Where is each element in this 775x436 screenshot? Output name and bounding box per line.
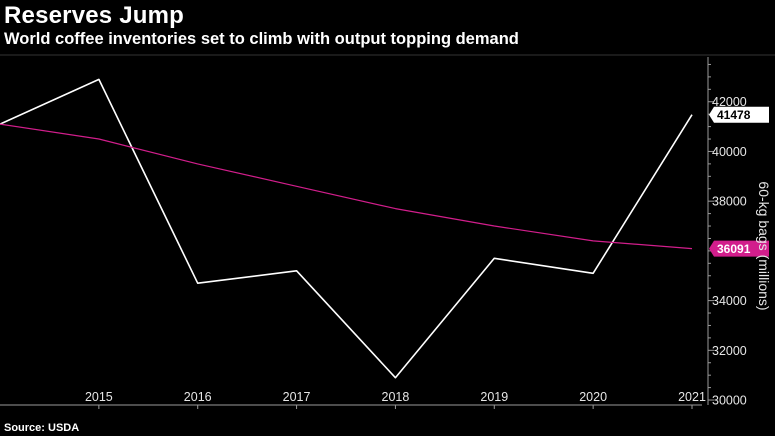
x-tick-label: 2017 [283,390,311,404]
chart-value-badges: 41478 36091 [709,106,769,257]
y-axis-label: 60-kg bags (millions) [756,181,772,310]
y-tick-label: 38000 [712,195,747,209]
x-tick-label: 2015 [85,390,113,404]
y-tick-label: 40000 [712,145,747,159]
chart-title: Reserves Jump [4,2,185,29]
source-note: Source: USDA [4,422,80,434]
y-tick-label: 42000 [712,95,747,109]
chart-axes: 2015 2016 2017 2018 2019 2020 2021 30000 32000 34… [0,54,775,409]
y-tick-label: 34000 [712,294,747,308]
y-tick-label: 32000 [712,344,747,358]
value-badge-0: 41478 [709,106,769,123]
value-badge-bg [709,106,769,123]
value-badge-bg [709,240,769,257]
chart-subtitle: World coffee inventories set to climb wi… [4,30,519,48]
x-tick-label: 2019 [480,390,508,404]
value-badge-1: 36091 [709,240,769,257]
value-badge-label: 36091 [717,242,751,256]
y-tick-label: 30000 [712,394,747,408]
series-line-1 [0,123,693,250]
x-tick-label: 2016 [184,390,212,404]
x-tick-label: 2020 [579,390,607,404]
value-badge-label: 41478 [717,108,751,122]
series-line-0 [0,78,693,379]
chart-series [0,78,693,379]
x-tick-label: 2018 [382,390,410,404]
x-tick-label: 2021 [678,390,706,404]
